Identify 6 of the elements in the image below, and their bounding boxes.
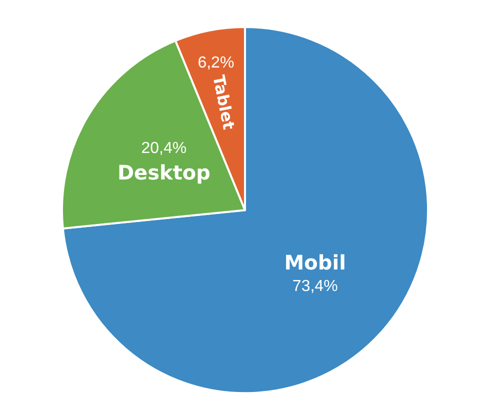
data-label: 73,4% [292, 278, 338, 295]
data-label: 6,2% [198, 54, 234, 72]
slice-label: Tablet [209, 73, 238, 132]
slice-label: Desktop [117, 160, 210, 184]
slice-label: Mobil [284, 250, 346, 274]
data-label: 20,4% [141, 140, 187, 157]
